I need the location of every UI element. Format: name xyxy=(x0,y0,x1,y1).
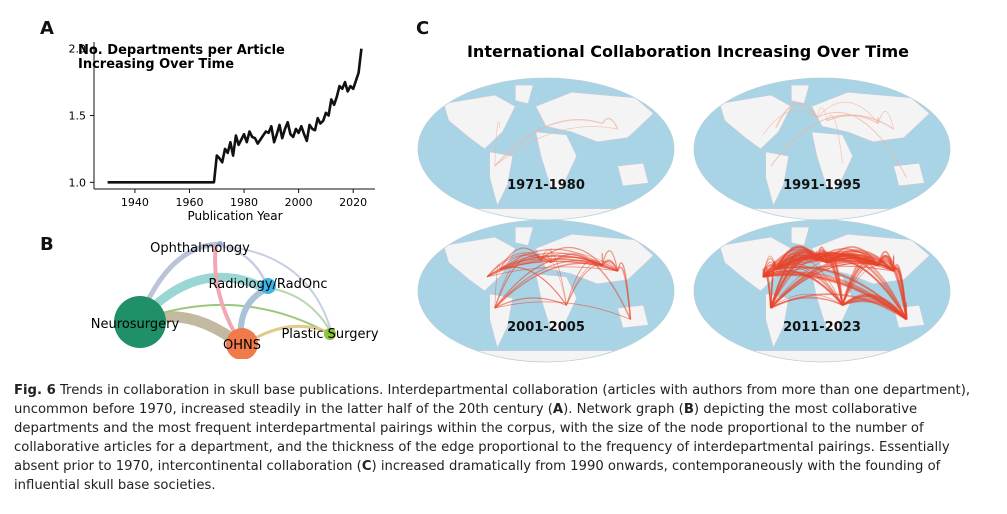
edge-neurosurgery-plastic xyxy=(139,303,331,335)
x-tick-label: 2000 xyxy=(285,196,313,209)
series-line xyxy=(107,48,363,184)
map-panel: 2001-2005 xyxy=(417,219,675,363)
y-tick-label: 1.0 xyxy=(69,176,87,189)
caption-part-1: Trends in collaboration in skull base pu… xyxy=(14,383,971,417)
node-plastic-surgery xyxy=(324,328,336,340)
node-radiology xyxy=(260,278,276,294)
label-ophthalmology: Ophthalmology xyxy=(150,241,250,256)
collaboration-arcs xyxy=(486,246,632,320)
period-label: 1971-1980 xyxy=(507,178,585,193)
chart-title-line-1: No. Departments per Article xyxy=(78,43,285,58)
collaboration-maps: International Collaboration Increasing O… xyxy=(417,42,951,363)
collaboration-arcs xyxy=(494,117,619,167)
chart-title-line-2: Increasing Over Time xyxy=(78,57,234,72)
period-label: 2001-2005 xyxy=(507,320,585,335)
period-label: 2011-2023 xyxy=(783,320,861,335)
map-panel: 1991-1995 xyxy=(693,77,951,221)
x-axis-label: Publication Year xyxy=(187,209,282,223)
caption-ref-a: A xyxy=(552,402,564,417)
maps-title: International Collaboration Increasing O… xyxy=(467,42,909,61)
chart-ticks: 1940 1960 1980 2000 2020 1.0 1.5 2.0 xyxy=(69,43,368,209)
caption-part-3: ) depicting the most collaborative depar… xyxy=(14,402,950,474)
land-masses xyxy=(694,84,950,220)
collaboration-arcs xyxy=(762,101,907,178)
node-neurosurgery xyxy=(114,296,166,348)
caption-part-4: ) increased dramatically from 1990 onwar… xyxy=(14,459,941,493)
map-panel: 1971-1980 xyxy=(417,77,675,221)
map-panel: 2011-2023 xyxy=(693,219,951,363)
label-plastic-surgery: Plastic Surgery xyxy=(281,327,378,342)
edge-radiology-plastic xyxy=(267,287,333,335)
departments-line-chart: 1940 1960 1980 2000 2020 1.0 1.5 2.0 No. Depart… xyxy=(69,42,375,223)
panel-b-letter: B xyxy=(40,234,54,255)
label-ohns: OHNS xyxy=(223,338,261,353)
edge-ophthalmology-plastic xyxy=(221,245,333,335)
caption-part-2: ). Network graph ( xyxy=(563,402,684,417)
label-neurosurgery: Neurosurgery xyxy=(91,317,180,332)
label-radiology: Radiology/RadOnc xyxy=(208,277,327,292)
land-masses xyxy=(418,84,674,220)
x-tick-label: 1980 xyxy=(230,196,258,209)
y-tick-label: 2.0 xyxy=(69,43,87,56)
department-network-graph: Ophthalmology Radiology/RadOnc Neurosurg… xyxy=(91,241,379,359)
caption-ref-b: B xyxy=(683,402,694,417)
x-tick-label: 1960 xyxy=(175,196,203,209)
collaboration-arcs xyxy=(762,245,908,321)
caption-label: Fig. 6 xyxy=(14,383,56,398)
figure-caption: Fig. 6 Trends in collaboration in skull … xyxy=(14,381,994,495)
period-label: 1991-1995 xyxy=(783,178,861,193)
x-tick-label: 2020 xyxy=(339,196,367,209)
x-tick-label: 1940 xyxy=(121,196,149,209)
panel-a-letter: A xyxy=(40,18,54,39)
node-ohns xyxy=(226,328,258,359)
caption-ref-c: C xyxy=(361,459,372,474)
y-tick-label: 1.5 xyxy=(69,110,87,123)
panel-c-letter: C xyxy=(416,18,430,39)
node-ophthalmology xyxy=(217,241,223,247)
